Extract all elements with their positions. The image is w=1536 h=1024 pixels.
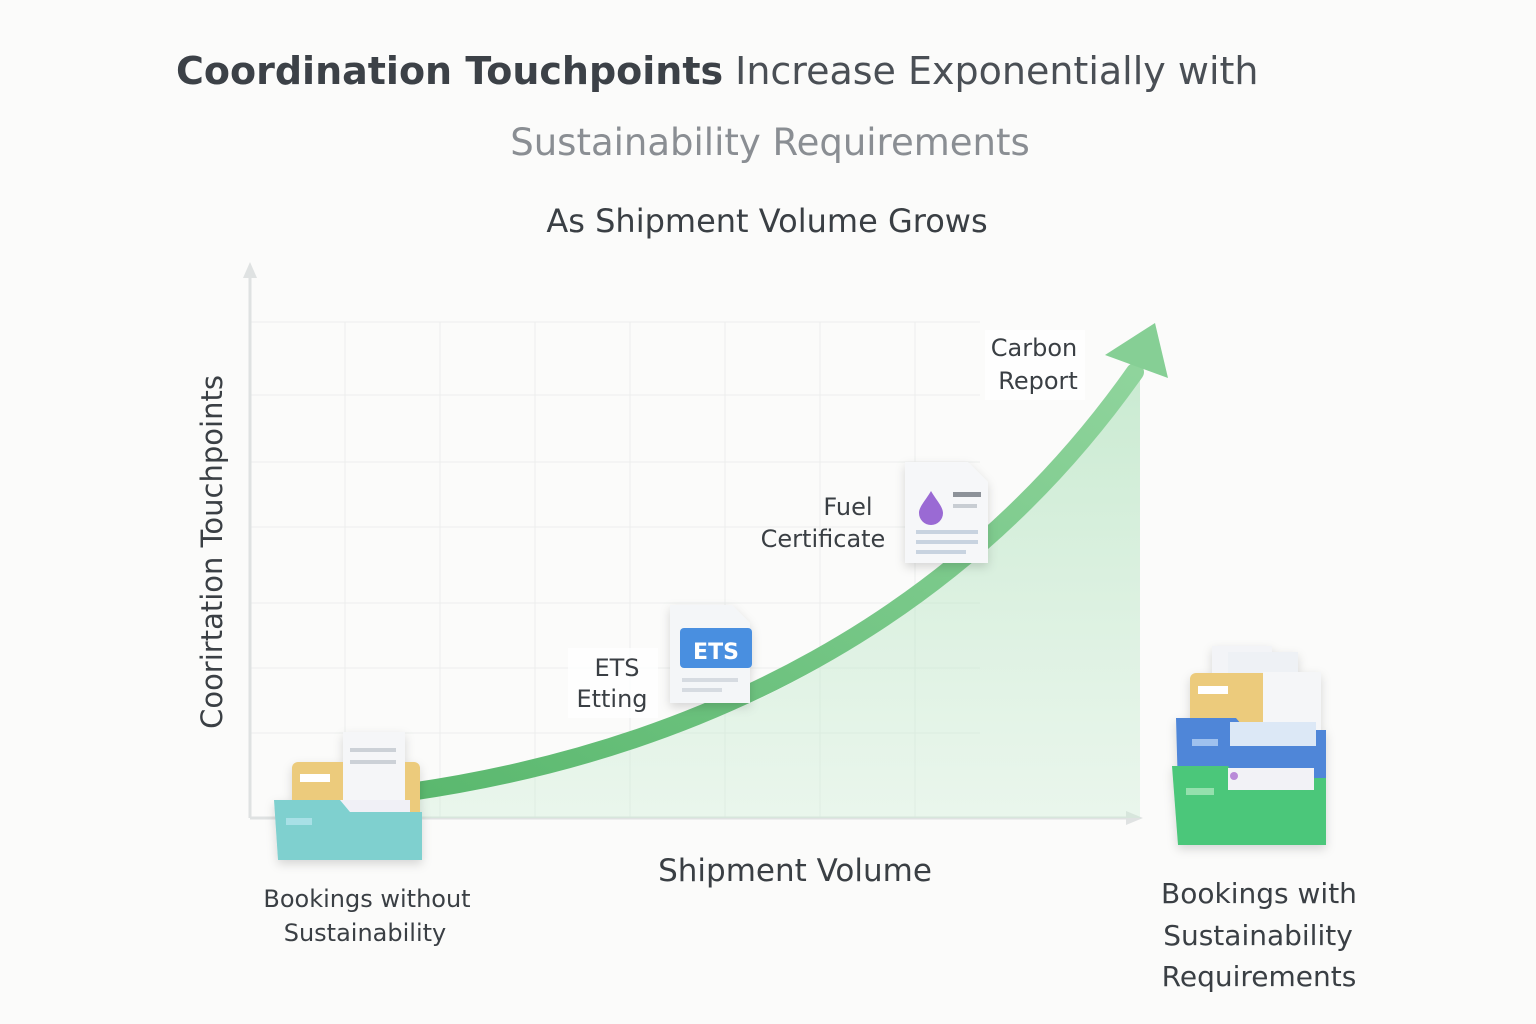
y-axis-arrow (243, 262, 257, 278)
subtitle: As Shipment Volume Grows (546, 202, 987, 240)
end-label: Sustainability (1163, 919, 1353, 952)
ets-label-bg (568, 648, 658, 718)
end-label: Bookings with (1161, 877, 1357, 910)
milestone-label: Fuel (823, 493, 872, 521)
milestone-label: Carbon (991, 334, 1077, 362)
title: Coordination Touchpoints Increase Exponen… (176, 49, 1258, 93)
title-rest: Increase Exponentially with (735, 49, 1258, 93)
growth-curve (401, 363, 1144, 801)
title-line2: Sustainability Requirements (510, 121, 1030, 164)
y-axis-label: Coorirtation Touchpoints (195, 375, 229, 729)
milestone-label: Certificate (761, 525, 886, 553)
ets-badge: ETS (693, 640, 739, 665)
carbon-label-bg (985, 330, 1085, 400)
milestone-label: Etting (576, 685, 647, 713)
milestone-label: Report (998, 367, 1078, 395)
curve-arrow (1105, 323, 1168, 378)
area (410, 360, 1140, 818)
end-folders (1172, 646, 1326, 845)
title-bold: Coordination Touchpoints (176, 49, 723, 93)
milestone-label: ETS (594, 654, 639, 682)
x-axis-label: Shipment Volume (658, 853, 932, 889)
start-label: Sustainability (284, 919, 447, 947)
ets-icon: ETS (670, 605, 752, 703)
end-label: Requirements (1162, 960, 1357, 993)
fuel-icon (905, 462, 988, 563)
start-label: Bookings without (263, 885, 470, 913)
start-folders (274, 732, 422, 860)
